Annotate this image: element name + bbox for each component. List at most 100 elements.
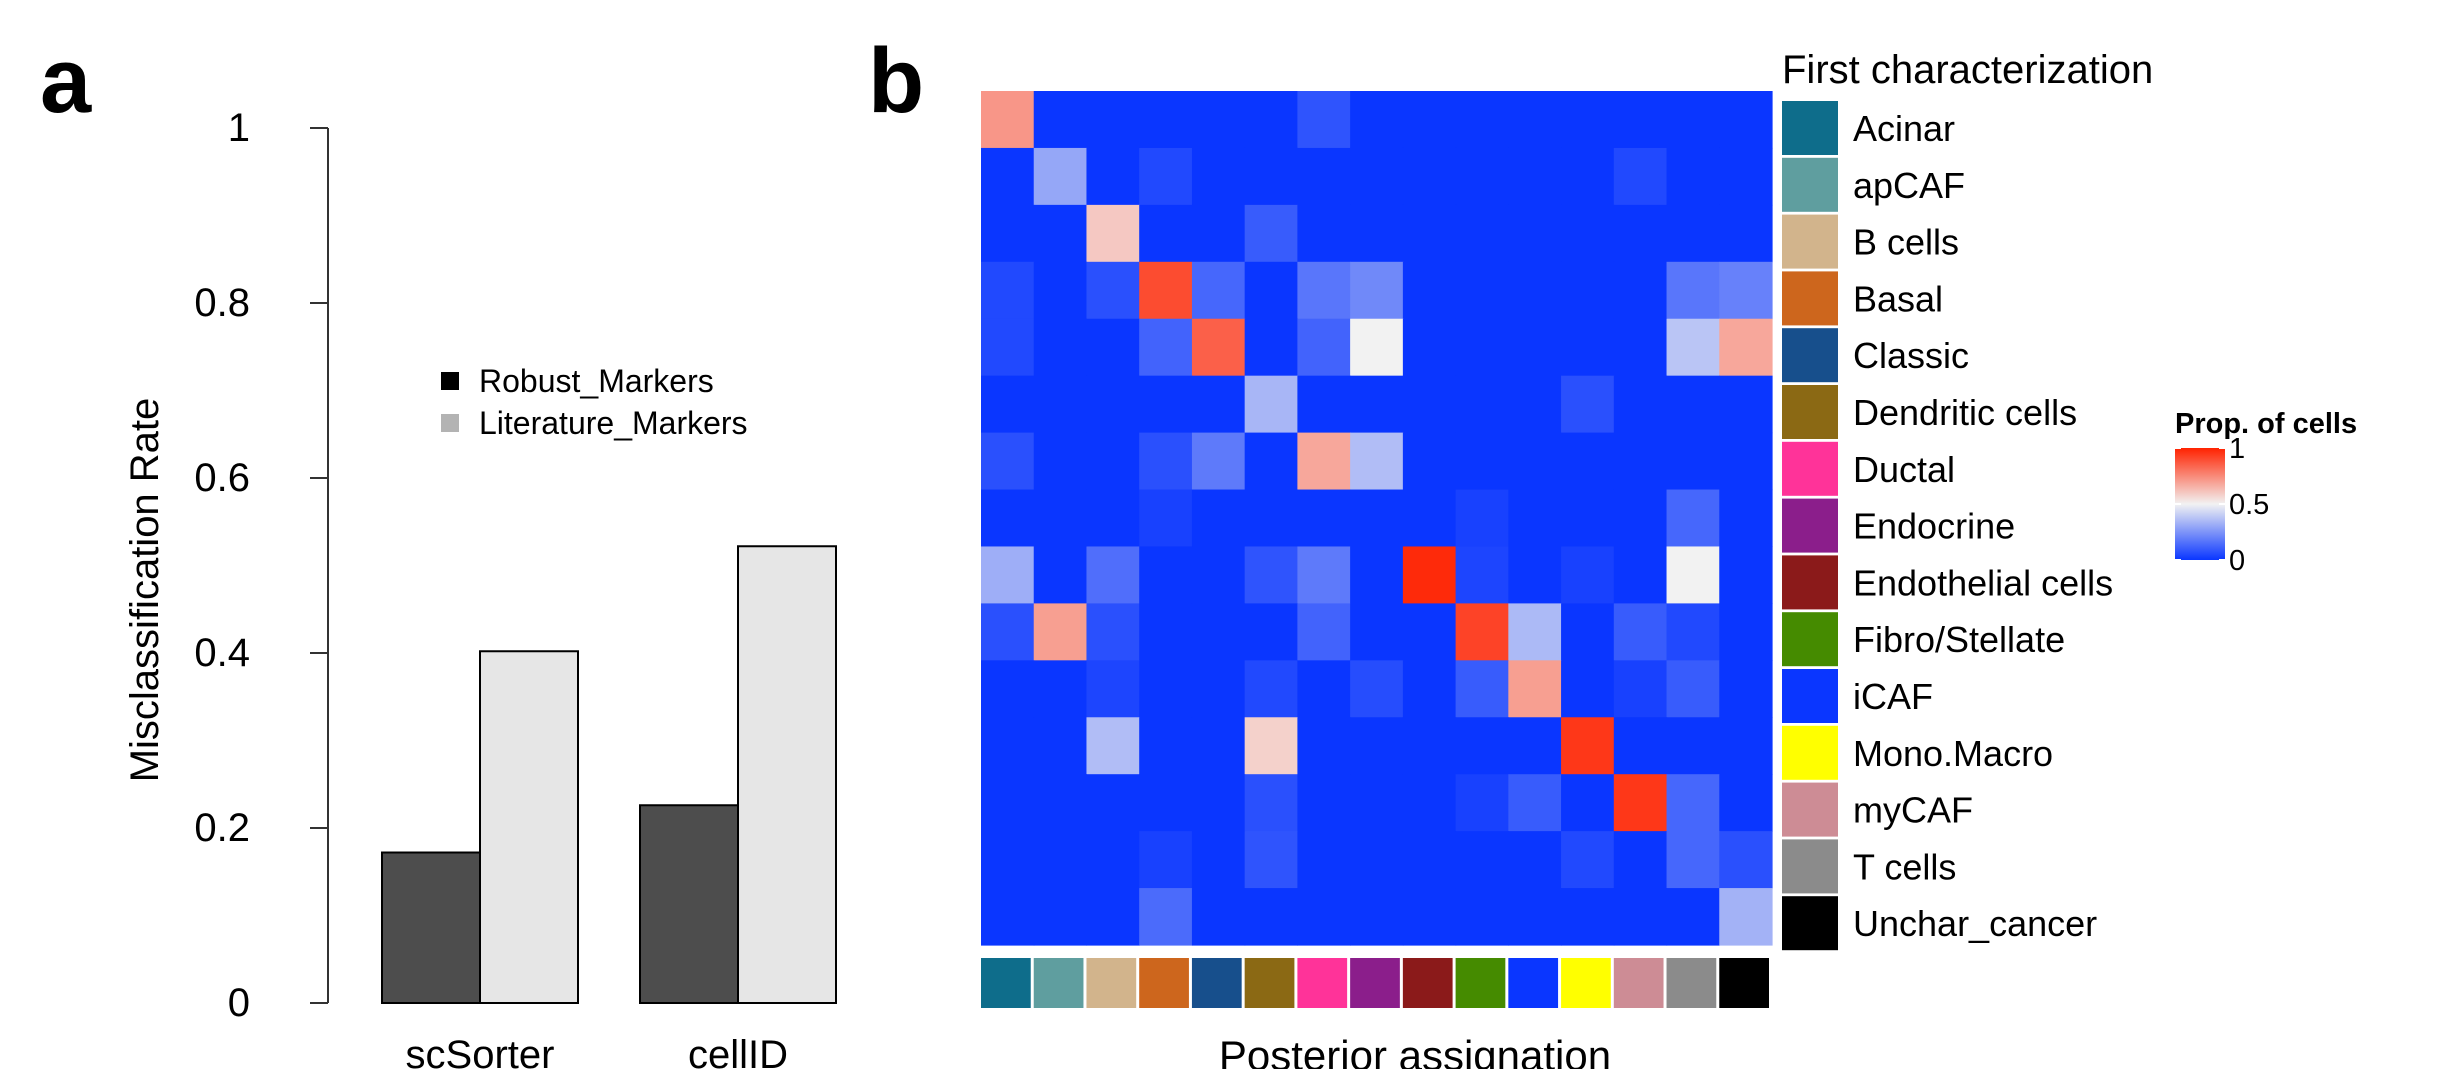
legend-label: Basal <box>1853 278 1943 319</box>
heatmap-cell <box>1561 831 1615 889</box>
heatmap-cell <box>1244 888 1298 946</box>
heatmap-cell <box>1508 91 1562 149</box>
heatmap-cell <box>1350 432 1404 491</box>
x-tick-label: scSorter <box>406 1033 555 1069</box>
heatmap-cell <box>1139 888 1193 946</box>
heatmap-cell <box>1244 147 1298 206</box>
panel-b-heatmap: Posterior assignation First characteriza… <box>981 48 2357 1069</box>
heatmap-cell <box>1033 375 1088 434</box>
heatmap-cell <box>1666 717 1720 775</box>
heatmap-cell <box>1139 432 1193 491</box>
legend-swatch <box>441 372 459 390</box>
heatmap-cell <box>1033 91 1088 149</box>
heatmap-cell <box>1086 91 1140 149</box>
heatmap-cell <box>1191 546 1246 604</box>
legend-label: Acinar <box>1853 108 1955 149</box>
heatmap-cell <box>1719 660 1773 718</box>
legend-swatch <box>1782 214 1838 269</box>
heatmap-cell <box>1244 489 1298 548</box>
legend-label: myCAF <box>1853 790 1973 831</box>
heatmap-cell <box>1139 91 1193 149</box>
heatmap-cell <box>1244 660 1298 718</box>
legend-swatch <box>1782 669 1838 723</box>
heatmap-cell <box>1297 375 1351 434</box>
heatmap-cell <box>1613 375 1668 434</box>
heatmap-cell <box>1455 91 1509 149</box>
heatmap-cell <box>1244 432 1298 491</box>
column-annotation <box>1191 958 1242 1008</box>
heatmap-cell <box>1086 831 1140 889</box>
heatmap-cell <box>1613 147 1668 206</box>
heatmap-cell <box>1244 603 1298 661</box>
heatmap-cell <box>1086 603 1140 661</box>
heatmap-cell <box>1402 261 1457 320</box>
heatmap-cell <box>1402 147 1457 206</box>
heatmap-cell <box>1086 432 1140 491</box>
heatmap-cell <box>1561 432 1615 491</box>
heatmap-cell <box>1666 660 1720 718</box>
heatmap-cell <box>1191 888 1246 946</box>
heatmap-cell <box>1139 375 1193 434</box>
heatmap-cell <box>1719 261 1773 320</box>
heatmap-cell <box>1297 717 1351 775</box>
heatmap-cell <box>1666 318 1720 377</box>
heatmap-cell <box>1350 660 1404 718</box>
heatmap-cell <box>1561 660 1615 718</box>
heatmap-cell <box>1508 147 1562 206</box>
heatmap-cell <box>1244 261 1298 320</box>
heatmap-cell <box>981 432 1035 491</box>
heatmap-cell <box>1719 375 1773 434</box>
heatmap-cell <box>1666 546 1720 604</box>
heatmap-cell <box>1191 774 1246 832</box>
heatmap-cell <box>1666 147 1720 206</box>
heatmap-cell <box>1666 432 1720 491</box>
heatmap-cell <box>1297 261 1351 320</box>
column-annotation <box>1561 958 1611 1008</box>
heatmap-cell <box>1455 546 1509 604</box>
legend-label: Classic <box>1853 335 1969 376</box>
heatmap-cell <box>1191 489 1246 548</box>
category-legend: Acinar apCAF B cells Basal Classic Dendritic … <box>1782 101 2113 951</box>
legend-swatch <box>1782 498 1838 553</box>
y-tick-label: 0.8 <box>194 281 250 325</box>
heatmap-cell <box>1508 660 1562 718</box>
heatmap-cell <box>1297 774 1351 832</box>
heatmap-cell <box>1350 717 1404 775</box>
heatmap-cell <box>1244 774 1298 832</box>
heatmap-cell <box>1561 147 1615 206</box>
heatmap-cell <box>1297 888 1351 946</box>
heatmap-cell <box>1719 318 1773 377</box>
heatmap-cell <box>1191 204 1246 263</box>
heatmap-cell <box>1508 546 1562 604</box>
column-annotation <box>1613 958 1664 1008</box>
heatmap-cell <box>1297 489 1351 548</box>
heatmap-cell <box>1350 318 1404 377</box>
heatmap-cell <box>1561 91 1615 149</box>
heatmap-cell <box>1508 318 1562 377</box>
legend-swatch <box>1782 385 1838 439</box>
heatmap-cell <box>1719 888 1773 946</box>
legend-label: Fibro/Stellate <box>1853 619 2065 660</box>
heatmap-cell <box>1139 831 1193 889</box>
column-annotation <box>1719 958 1769 1008</box>
heatmap-cell <box>1139 774 1193 832</box>
heatmap-cell <box>981 774 1035 832</box>
heatmap-cell <box>1086 261 1140 320</box>
legend: Robust_Markers Literature_Markers <box>441 363 748 441</box>
heatmap-cell <box>1350 603 1404 661</box>
heatmap-cell <box>1402 318 1457 377</box>
legend-swatch <box>441 414 459 432</box>
heatmap-cell <box>1508 831 1562 889</box>
heatmap-cell <box>1033 489 1088 548</box>
panel-b-letter: b <box>868 30 924 132</box>
legend-swatch <box>1782 896 1838 951</box>
legend-label: B cells <box>1853 222 1959 263</box>
heatmap-cell <box>1350 888 1404 946</box>
heatmap-cell <box>1508 432 1562 491</box>
bar <box>737 545 837 1004</box>
heatmap-cell <box>1613 318 1668 377</box>
heatmap-cell <box>1086 546 1140 604</box>
heatmap-cell <box>1297 546 1351 604</box>
heatmap-cell <box>1191 375 1246 434</box>
heatmap-cell <box>1666 888 1720 946</box>
